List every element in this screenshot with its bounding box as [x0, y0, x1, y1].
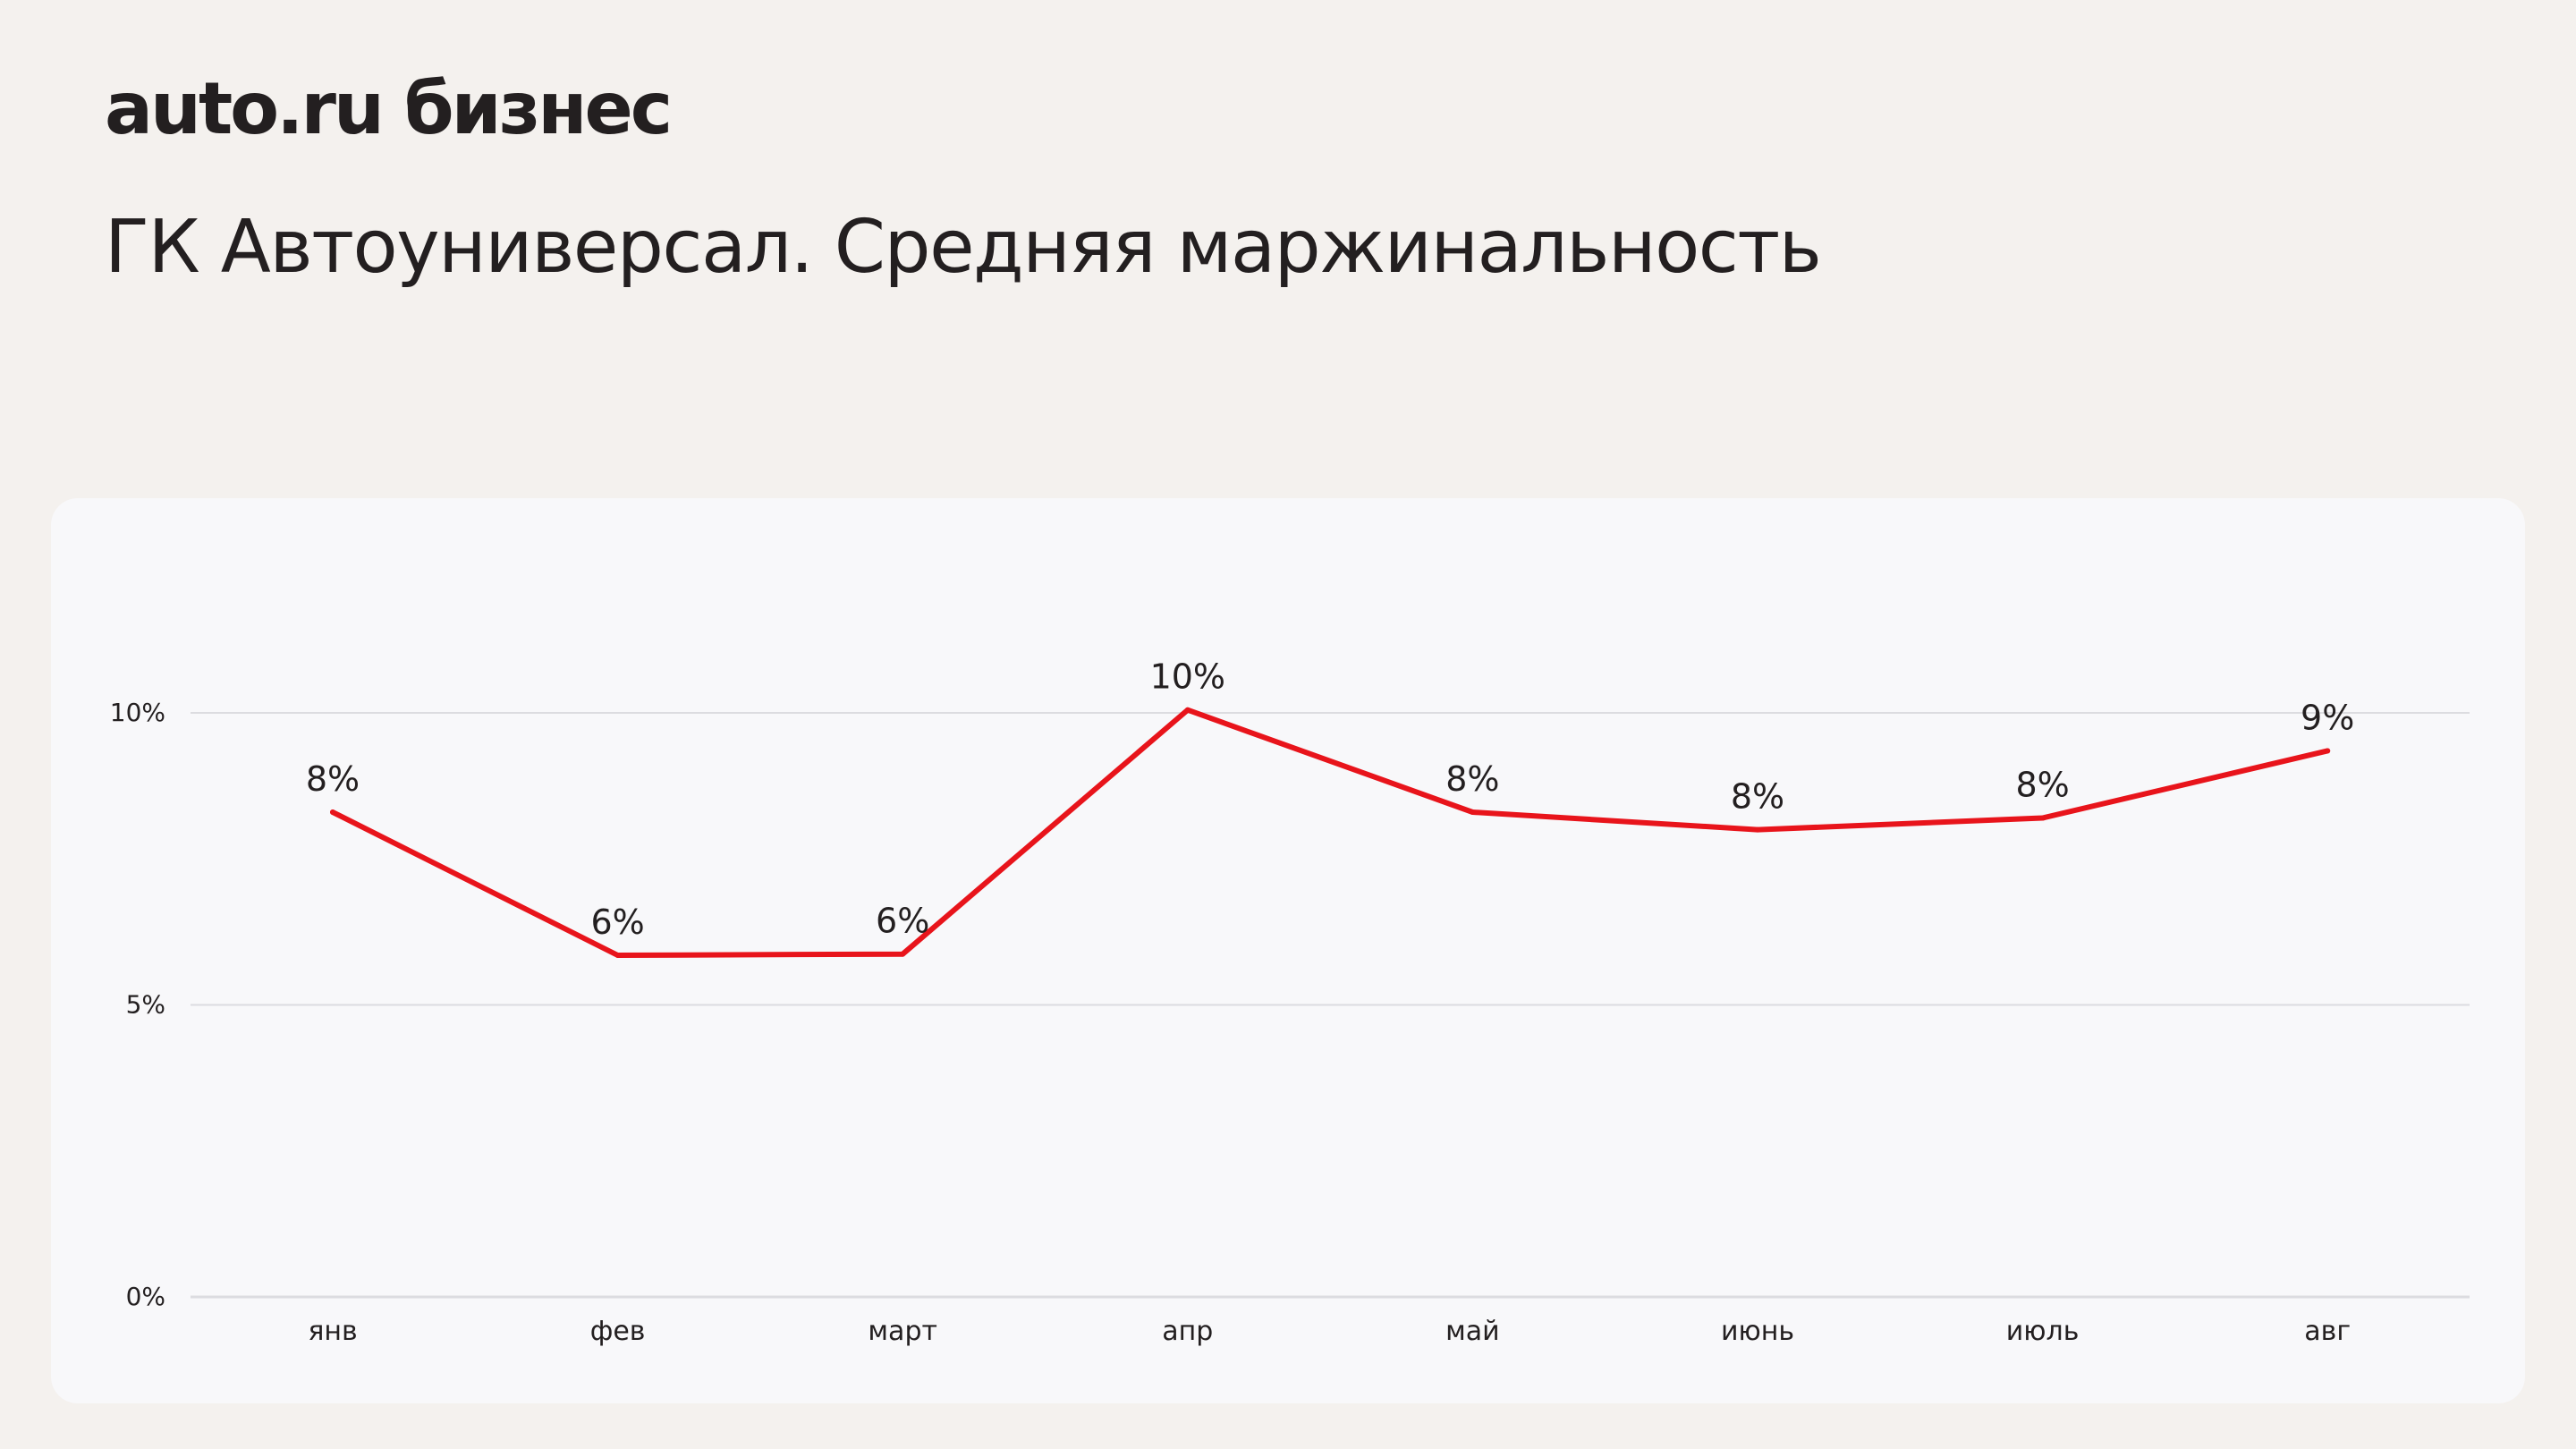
- page-title: ГК Автоуниверсал. Средняя маржинальность: [105, 205, 1822, 290]
- data-label: 6%: [876, 902, 929, 941]
- chart-card: 0% 5% 10% янв фев март апр май июнь июль авг 8% 6% 6%…: [51, 498, 2525, 1403]
- data-label: 8%: [2015, 766, 2069, 805]
- data-point: [2325, 748, 2331, 754]
- data-label: 8%: [1445, 759, 1499, 799]
- x-tick-label: июнь: [1721, 1316, 1794, 1347]
- x-tick-label: янв: [308, 1316, 357, 1347]
- x-tick-label: июль: [2006, 1316, 2080, 1347]
- data-point: [2039, 815, 2046, 821]
- data-label: 9%: [2301, 698, 2354, 737]
- data-label: 8%: [1731, 777, 1784, 817]
- data-label: 10%: [1150, 657, 1225, 697]
- data-point: [1184, 707, 1191, 713]
- y-tick-label: 5%: [126, 990, 165, 1020]
- y-tick-label: 0%: [126, 1282, 165, 1311]
- x-tick-label: март: [868, 1316, 937, 1347]
- x-tick-label: авг: [2304, 1316, 2351, 1347]
- line-chart: 0% 5% 10% янв фев март апр май июнь июль авг 8% 6% 6%…: [110, 657, 2470, 1347]
- x-tick-label: апр: [1162, 1316, 1213, 1347]
- data-label: 8%: [306, 759, 360, 799]
- data-label: 6%: [590, 902, 644, 942]
- x-tick-label: фев: [590, 1316, 646, 1347]
- data-point: [1755, 826, 1760, 833]
- data-point: [614, 952, 621, 958]
- data-point: [330, 809, 335, 816]
- data-point: [1470, 809, 1476, 816]
- series-line: [330, 707, 2331, 958]
- x-tick-label: май: [1445, 1316, 1500, 1347]
- brand-logo: auto.ru бизнес: [105, 67, 673, 150]
- y-tick-label: 10%: [110, 698, 165, 727]
- data-point: [900, 951, 906, 957]
